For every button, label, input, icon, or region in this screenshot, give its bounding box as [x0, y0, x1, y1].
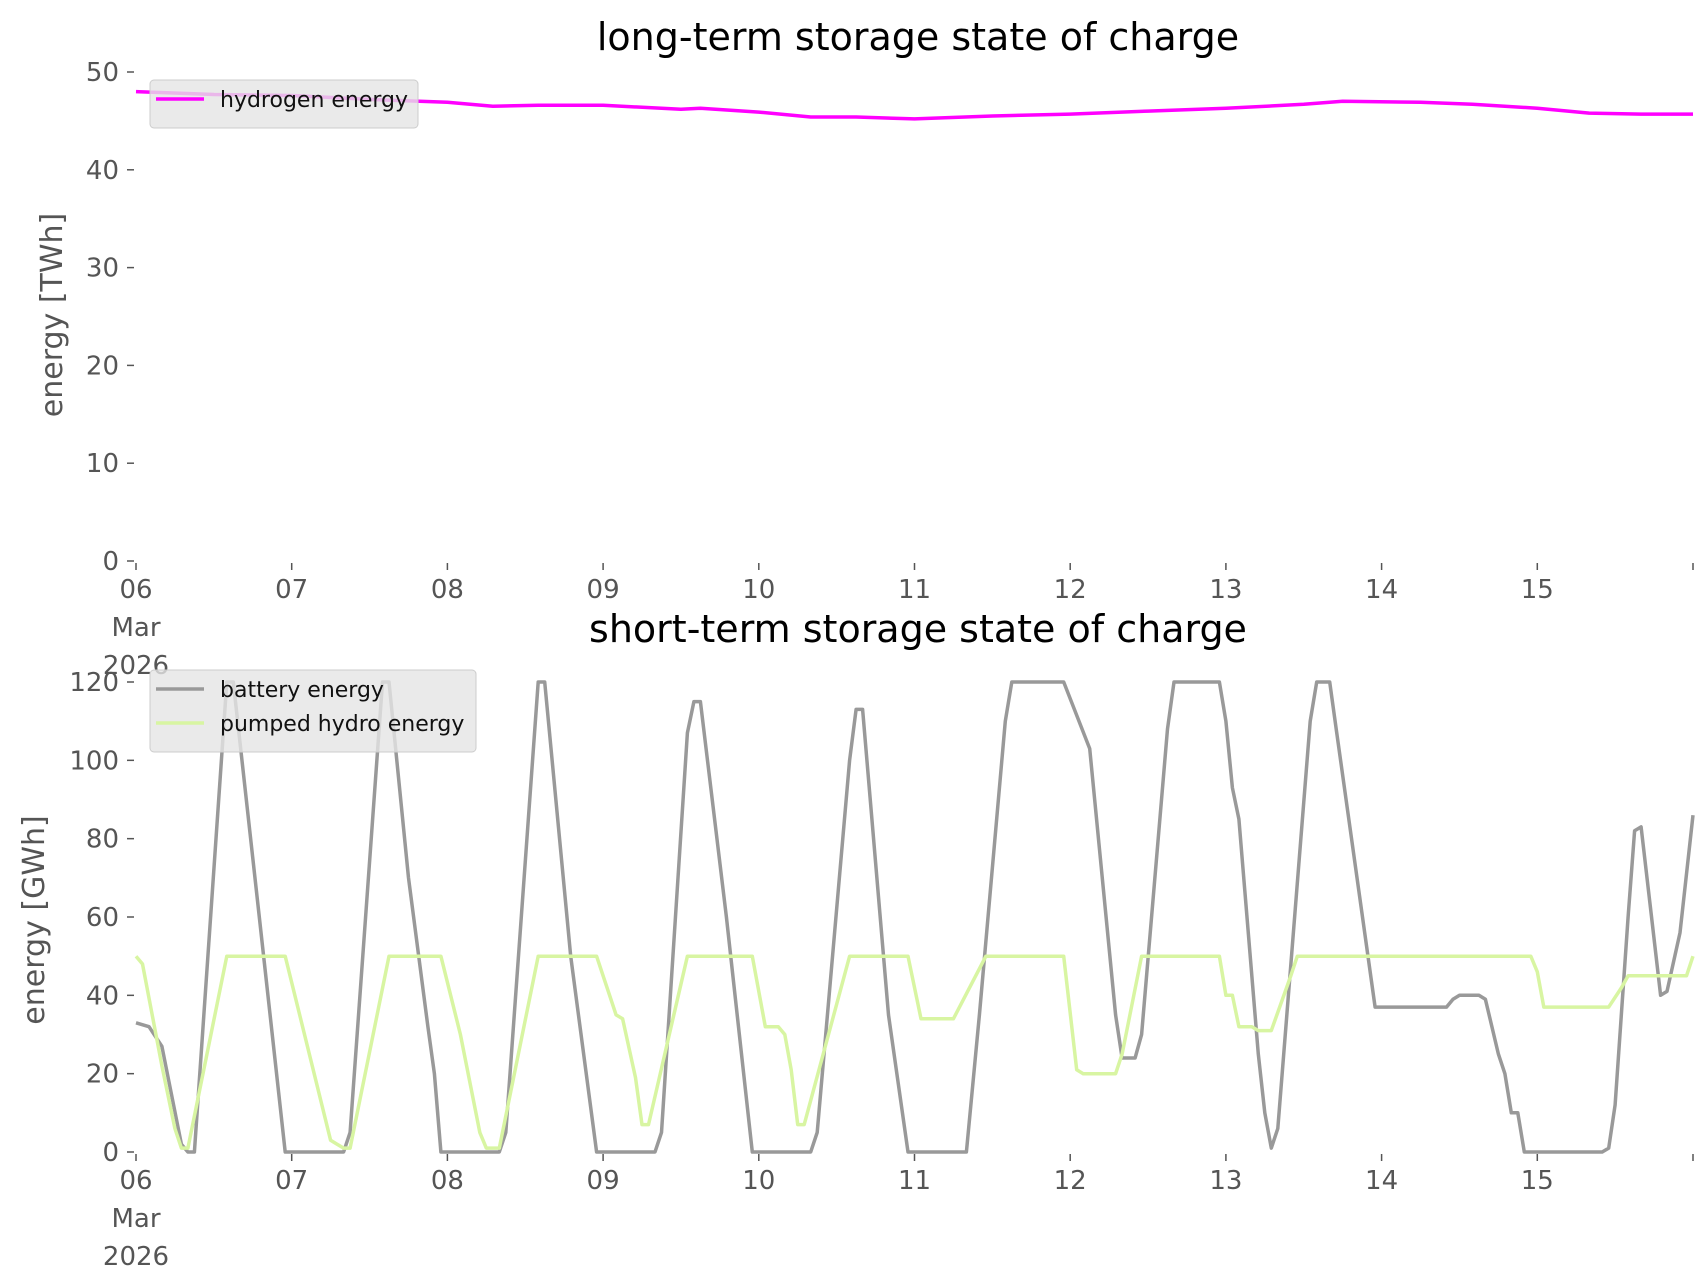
- legend-label: hydrogen energy: [220, 88, 408, 113]
- y-tick-label: 0: [102, 547, 119, 577]
- long-term-chart: long-term storage state of charge energy…: [35, 15, 1694, 681]
- chart-title: short-term storage state of charge: [589, 607, 1247, 651]
- series-line: [135, 89, 1693, 121]
- legend-box: [149, 79, 419, 129]
- y-tick-label: 20: [86, 1060, 119, 1090]
- x-tick-label: 08: [431, 575, 464, 605]
- x-tick-label: 06: [119, 575, 152, 605]
- x-tick-label: 09: [587, 575, 620, 605]
- x-tick-label: 10: [742, 575, 775, 605]
- x-tick-label: 08: [431, 1166, 464, 1196]
- x-tick-label: 13: [1209, 575, 1242, 605]
- x-tick-label: 11: [898, 1166, 931, 1196]
- axis-ticks: 0 20 40 60 80 100 120 06 Mar 2026 07 08 09 10 11 12 13 14…: [69, 668, 1694, 1272]
- series-lines: [135, 89, 1693, 121]
- legend-label: pumped hydro energy: [220, 712, 464, 737]
- x-tick-label: 07: [275, 1166, 308, 1196]
- series-line: [135, 680, 1695, 1154]
- y-tick-label: 100: [69, 746, 119, 776]
- x-tick-label: Mar: [111, 1204, 160, 1234]
- x-tick-label: 07: [275, 575, 308, 605]
- x-tick-label: 12: [1054, 1166, 1087, 1196]
- x-tick-label: 06: [119, 1166, 152, 1196]
- x-tick-label: 15: [1521, 575, 1554, 605]
- legend: battery energy pumped hydro energy: [149, 669, 477, 753]
- y-tick-label: 50: [86, 58, 119, 88]
- y-tick-label: 20: [86, 351, 119, 381]
- y-tick-label: 10: [86, 449, 119, 479]
- y-tick-label: 0: [102, 1138, 119, 1168]
- x-tick-label: 11: [898, 575, 931, 605]
- y-axis-label: energy [TWh]: [35, 213, 70, 417]
- x-tick-label: Mar: [111, 613, 160, 643]
- legend-box: [149, 669, 477, 753]
- y-tick-label: 30: [86, 254, 119, 284]
- y-axis-label: energy [GWh]: [17, 815, 52, 1024]
- x-tick-label: 15: [1521, 1166, 1554, 1196]
- y-tick-label: 120: [69, 668, 119, 698]
- y-tick-label: 60: [86, 903, 119, 933]
- y-tick-label: 80: [86, 825, 119, 855]
- x-tick-label: 10: [742, 1166, 775, 1196]
- x-tick-label: 12: [1054, 575, 1087, 605]
- x-tick-label: 14: [1365, 575, 1398, 605]
- x-tick-label: 14: [1365, 1166, 1398, 1196]
- short-term-chart: short-term storage state of charge energ…: [17, 607, 1695, 1272]
- chart-title: long-term storage state of charge: [597, 15, 1239, 59]
- series-line: [134, 954, 1695, 1150]
- x-tick-label: 13: [1209, 1166, 1242, 1196]
- y-tick-label: 40: [86, 981, 119, 1011]
- x-tick-label: 09: [587, 1166, 620, 1196]
- legend: hydrogen energy: [149, 79, 419, 129]
- series-lines: [134, 680, 1695, 1154]
- x-tick-label: 2026: [103, 1242, 169, 1272]
- y-tick-label: 40: [86, 156, 119, 186]
- legend-label: battery energy: [220, 678, 384, 703]
